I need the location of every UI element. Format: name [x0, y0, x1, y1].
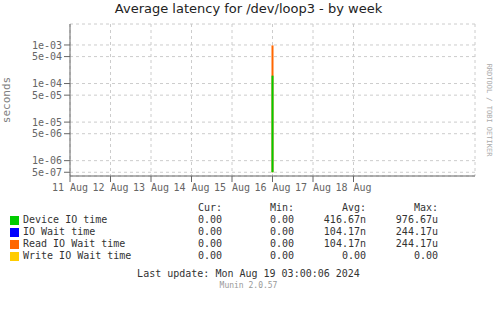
svg-text:5e-05: 5e-05 — [32, 90, 62, 101]
svg-text:5e-06: 5e-06 — [32, 128, 62, 139]
svg-text:14 Aug: 14 Aug — [173, 182, 209, 193]
svg-text:1e-05: 1e-05 — [32, 117, 62, 128]
svg-text:11 Aug: 11 Aug — [52, 182, 88, 193]
svg-text:15 Aug: 15 Aug — [214, 182, 250, 193]
svg-text:5e-07: 5e-07 — [32, 167, 62, 178]
html-text:0.00: 0.00 — [269, 238, 294, 249]
html-text:Min:: Min: — [269, 202, 294, 213]
html-text:0.00: 0.00 — [197, 214, 222, 225]
svg-text:1e-06: 1e-06 — [32, 155, 62, 166]
html-text:244.17u: 244.17u — [395, 238, 438, 249]
html-text:0.00: 0.00 — [197, 226, 222, 237]
html-text:0.00: 0.00 — [269, 214, 294, 225]
svg-text:16 Aug: 16 Aug — [254, 182, 290, 193]
html-text:Read IO Wait time: Read IO Wait time — [23, 238, 126, 249]
html-text:416.67n: 416.67n — [323, 214, 366, 225]
html-text:IO Wait time: IO Wait time — [23, 226, 96, 237]
svg-text:seconds: seconds — [8, 77, 13, 123]
html-text:RRDTOOL / TOBI OETIKER: RRDTOOL / TOBI OETIKER — [485, 63, 493, 157]
html-text:Average latency for /dev/loop3: Average latency for /dev/loop3 - by week — [114, 1, 383, 16]
svg-text:1e-04: 1e-04 — [32, 78, 62, 89]
html-text:244.17u: 244.17u — [395, 226, 438, 237]
html-text:Write IO Wait time: Write IO Wait time — [23, 250, 132, 261]
html-text:0.00: 0.00 — [197, 238, 222, 249]
html-text:Last update: Mon Aug 19 03:00:: Last update: Mon Aug 19 03:00:06 2024 — [137, 268, 360, 279]
svg-text:5e-04: 5e-04 — [32, 51, 62, 62]
html-text:Max:: Max: — [413, 202, 438, 213]
html-text:0.00: 0.00 — [413, 250, 438, 261]
svg-text:13 Aug: 13 Aug — [133, 182, 169, 193]
html-text:104.17n: 104.17n — [323, 238, 366, 249]
html-text:0.00: 0.00 — [197, 250, 222, 261]
svg-text:18 Aug: 18 Aug — [335, 182, 371, 193]
html-text:Cur:: Cur: — [197, 202, 222, 213]
html-text:0.00: 0.00 — [341, 250, 366, 261]
html-text:0.00: 0.00 — [269, 226, 294, 237]
svg-text:12 Aug: 12 Aug — [92, 182, 128, 193]
html-text:0.00: 0.00 — [269, 250, 294, 261]
html-text:104.17n: 104.17n — [323, 226, 366, 237]
svg-text:1e-03: 1e-03 — [32, 40, 62, 51]
html-text:976.67u: 976.67u — [395, 214, 438, 225]
html-text:Munin 2.0.57: Munin 2.0.57 — [219, 281, 278, 290]
html-text:Device IO time: Device IO time — [23, 214, 108, 225]
html-text:Avg:: Avg: — [341, 202, 366, 213]
svg-text:17 Aug: 17 Aug — [295, 182, 331, 193]
